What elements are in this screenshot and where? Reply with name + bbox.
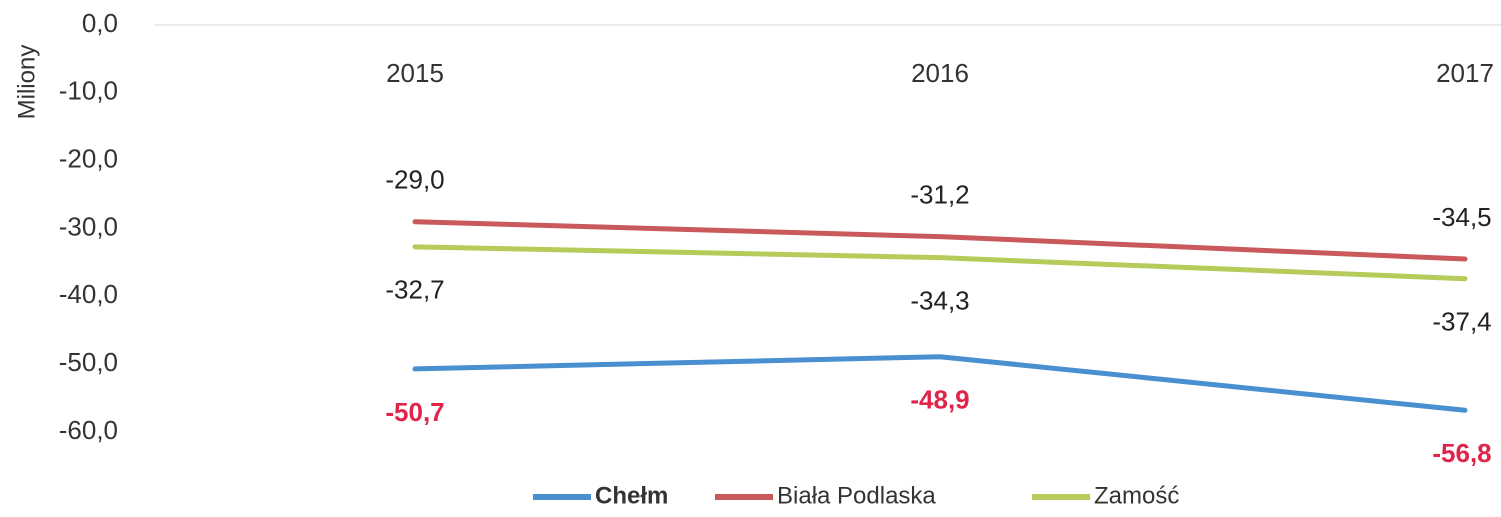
data-label: -31,2 (910, 180, 969, 210)
y-tick-label: -30,0 (59, 211, 118, 241)
series-line (412, 244, 1468, 282)
data-label: -37,4 (1432, 307, 1491, 337)
data-label: -50,7 (385, 397, 444, 427)
legend-label: Biała Podlaska (777, 482, 936, 509)
y-tick-label: -10,0 (59, 76, 118, 106)
x-tick-label: 2016 (911, 58, 969, 88)
data-label: -29,0 (385, 165, 444, 195)
data-label: -32,7 (385, 275, 444, 305)
data-label: -56,8 (1432, 438, 1491, 468)
legend-label: Chełm (595, 482, 668, 509)
y-tick-label: -50,0 (59, 347, 118, 377)
y-tick-label: -20,0 (59, 144, 118, 174)
y-tick-label: 0,0 (82, 8, 118, 38)
y-tick-label: -40,0 (59, 279, 118, 309)
x-tick-label: 2017 (1436, 58, 1494, 88)
legend-label: Zamość (1094, 482, 1179, 509)
data-label: -34,5 (1432, 202, 1491, 232)
y-tick-label: -60,0 (59, 415, 118, 445)
data-label: -48,9 (910, 385, 969, 415)
series-line (412, 354, 1468, 413)
series-line (412, 219, 1468, 262)
x-tick-label: 2015 (386, 58, 444, 88)
data-label: -34,3 (910, 286, 969, 316)
y-axis-label: Miliony (13, 45, 40, 120)
